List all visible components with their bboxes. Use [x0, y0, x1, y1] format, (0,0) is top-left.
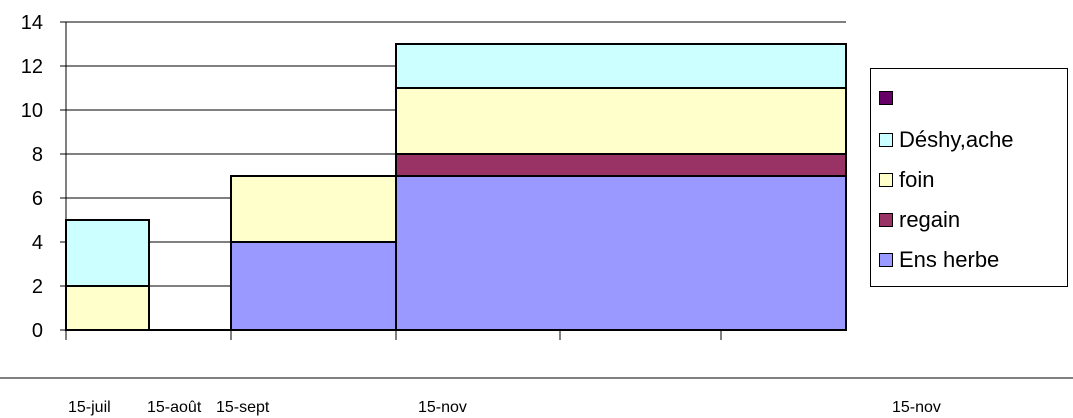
y-tick-label: 14: [21, 12, 43, 34]
legend-item-regain: regain: [879, 205, 960, 235]
legend-label: regain: [899, 207, 961, 232]
legend-swatch: [879, 91, 893, 105]
legend-item-unnamed: [879, 83, 899, 113]
legend-swatch: [879, 133, 893, 147]
y-tick-label: 8: [32, 144, 43, 166]
y-tick-label: 2: [32, 276, 43, 298]
legend-swatch: [879, 173, 893, 187]
legend-item-ens-herbe: Ens herbe: [879, 245, 999, 275]
area-segment: [395, 175, 847, 331]
x-tick-label: 15-nov: [892, 399, 941, 416]
legend-swatch: [879, 213, 893, 227]
legend-label: foin: [899, 167, 935, 192]
area-segment: [230, 241, 397, 331]
area-segment: [230, 175, 397, 243]
legend-swatch: [879, 253, 893, 267]
area-segment: [395, 43, 847, 89]
legend-item-deshydratation: Déshy,ache: [879, 125, 1014, 155]
y-tick-label: 6: [32, 188, 43, 210]
x-tick-label: 15-juil: [68, 399, 111, 416]
area-segment: [395, 87, 847, 155]
legend-item-foin: foin: [879, 165, 934, 195]
y-tick-label: 0: [32, 320, 43, 342]
x-tick-label: 15-nov: [418, 399, 467, 416]
y-tick-label: 4: [32, 232, 43, 254]
x-tick-label: 15-août: [147, 399, 202, 416]
chart-legend: Déshy,ache foin regain Ens herbe: [870, 68, 1068, 287]
area-segment: [65, 285, 150, 331]
area-segment: [65, 219, 150, 287]
y-tick-label: 10: [21, 100, 43, 122]
x-tick-label: 15-sept: [216, 399, 270, 416]
y-tick-label: 12: [21, 56, 43, 78]
legend-label: Ens herbe: [899, 247, 1000, 272]
area-segment: [395, 153, 847, 177]
legend-label: Déshy,ache: [899, 127, 1014, 152]
